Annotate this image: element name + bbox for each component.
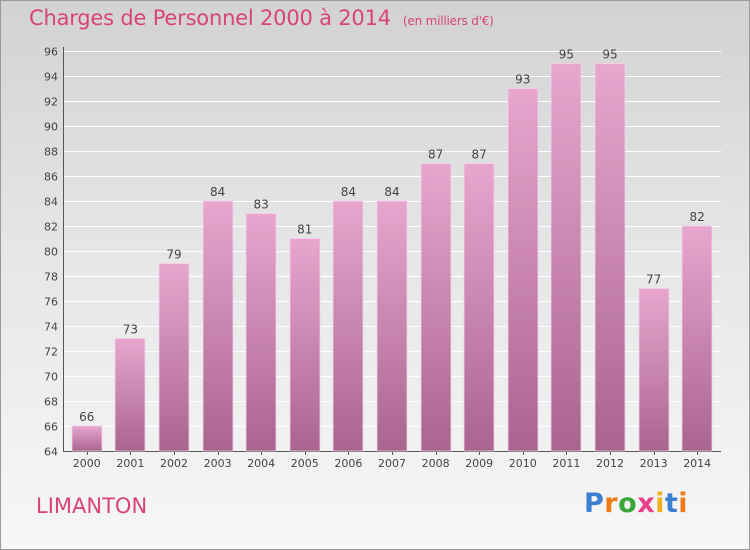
data-label-2009: 87 xyxy=(472,148,487,162)
data-label-2014: 82 xyxy=(690,210,705,224)
x-tick-label-2005: 2005 xyxy=(291,457,319,470)
y-tick-label: 82 xyxy=(44,221,58,234)
x-tick-label-2009: 2009 xyxy=(465,457,493,470)
bar-2001 xyxy=(114,338,146,452)
data-label-2011: 95 xyxy=(559,48,574,62)
data-label-2008: 87 xyxy=(428,148,443,162)
bar-2006 xyxy=(332,200,364,452)
y-tick-label: 70 xyxy=(44,371,58,384)
x-tick-label-2014: 2014 xyxy=(683,457,711,470)
x-tick-label-2003: 2003 xyxy=(204,457,232,470)
logo-letter: o xyxy=(618,488,638,519)
data-label-2013: 77 xyxy=(646,273,661,287)
bar-2008 xyxy=(420,163,452,452)
x-tick-label-2010: 2010 xyxy=(509,457,537,470)
y-tick-label: 64 xyxy=(44,446,58,459)
data-label-2006: 84 xyxy=(341,185,356,199)
data-label-2000: 66 xyxy=(79,410,94,424)
x-tick-label-2002: 2002 xyxy=(160,457,188,470)
y-tick-label: 92 xyxy=(44,96,58,109)
data-label-2002: 79 xyxy=(166,248,181,262)
y-tick-label: 94 xyxy=(44,71,58,84)
data-label-2007: 84 xyxy=(384,185,399,199)
logo-letter: P xyxy=(584,488,605,519)
x-tick-label-2004: 2004 xyxy=(247,457,275,470)
logo-letter: i xyxy=(655,488,665,519)
y-tick-label: 76 xyxy=(44,296,58,309)
y-tick-label: 74 xyxy=(44,321,58,334)
y-tick-label: 88 xyxy=(44,146,58,159)
bar-2014 xyxy=(681,225,713,452)
x-tick-label-2011: 2011 xyxy=(552,457,580,470)
y-tick-label: 90 xyxy=(44,121,58,134)
y-tick-label: 66 xyxy=(44,421,58,434)
x-tick-label-2008: 2008 xyxy=(422,457,450,470)
bar-2003 xyxy=(202,200,234,452)
logo-letter: t xyxy=(664,488,679,519)
data-label-2004: 83 xyxy=(254,198,269,212)
y-tick-label: 80 xyxy=(44,246,58,259)
data-label-2003: 84 xyxy=(210,185,225,199)
chart-title: Charges de Personnel 2000 à 2014 (en mill… xyxy=(29,6,494,30)
data-label-2005: 81 xyxy=(297,223,312,237)
chart-title-text: Charges de Personnel 2000 à 2014 xyxy=(29,6,391,30)
bar-2012 xyxy=(594,63,626,452)
bar-2000 xyxy=(71,425,103,452)
bar-2013 xyxy=(638,288,670,452)
y-tick-label: 68 xyxy=(44,396,58,409)
data-label-2001: 73 xyxy=(123,323,138,337)
bar-2002 xyxy=(158,263,190,452)
y-tick-label: 96 xyxy=(44,46,58,59)
axes: 64 66 68 70 72 74 76 78 80 82 84 86 88 90 92 94 96 2000 20… xyxy=(44,46,721,470)
x-tick-label-2006: 2006 xyxy=(334,457,362,470)
y-tick-label: 72 xyxy=(44,346,58,359)
bar-2004 xyxy=(245,213,277,452)
x-tick-label-2007: 2007 xyxy=(378,457,406,470)
bars xyxy=(71,63,713,452)
x-tick-label-2001: 2001 xyxy=(116,457,144,470)
y-tick-label: 78 xyxy=(44,271,58,284)
proxiti-logo[interactable]: Proxiti xyxy=(584,488,688,519)
bar-2007 xyxy=(376,200,408,452)
bar-2010 xyxy=(507,88,539,452)
logo-letter: r xyxy=(604,488,619,519)
bar-2005 xyxy=(289,238,321,452)
data-labels: 66 73 79 84 83 81 84 84 87 87 93 95 95 77 82 xyxy=(79,48,705,425)
commune-name: LIMANTON xyxy=(36,494,148,518)
x-tick-label-2012: 2012 xyxy=(596,457,624,470)
y-tick-label: 86 xyxy=(44,171,58,184)
chart-subtitle: (en milliers d'€) xyxy=(402,14,494,28)
bar-2009 xyxy=(463,163,495,452)
logo-letter: i xyxy=(678,488,689,519)
data-label-2010: 93 xyxy=(515,73,530,87)
data-label-2012: 95 xyxy=(602,48,617,62)
x-tick-label-2013: 2013 xyxy=(640,457,668,470)
y-tick-label: 84 xyxy=(44,196,58,209)
x-tick-label-2000: 2000 xyxy=(73,457,101,470)
logo-letter: x xyxy=(637,488,656,519)
bar-2011 xyxy=(550,63,582,452)
